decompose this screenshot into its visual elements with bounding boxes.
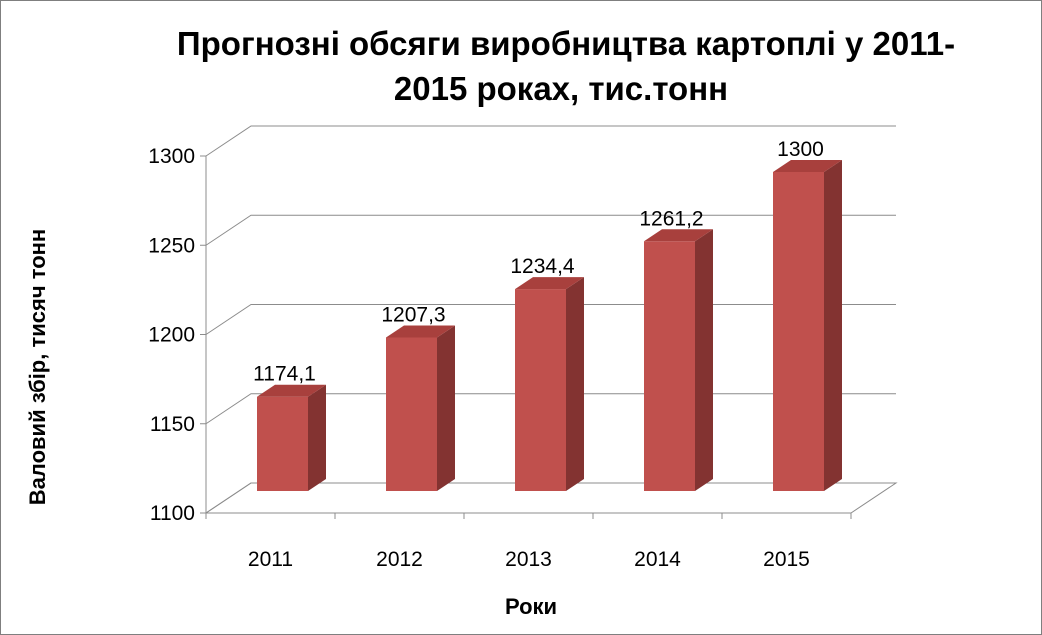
bar-front-2012	[386, 337, 437, 491]
tick-labels: 1100 1150 1200 1250 1300 2011 2012 2013 2014 2015	[148, 145, 810, 571]
axes	[200, 155, 852, 519]
bar-side-2013	[566, 277, 584, 491]
bar-2011	[257, 384, 326, 491]
bar-front-2015	[773, 172, 824, 491]
data-label-2013: 1234,4	[510, 255, 575, 278]
data-labels: 1174,1 1207,3 1234,4 1261,2 1300	[253, 138, 824, 386]
y-tick-label-1150: 1150	[150, 413, 195, 436]
bars	[257, 160, 842, 491]
y-tick-label-1200: 1200	[148, 324, 195, 347]
data-label-2011: 1174,1	[253, 363, 316, 386]
bar-side-2015	[824, 160, 842, 491]
bar-top-2013	[515, 277, 584, 290]
gridline-1250	[205, 214, 896, 246]
bar-side-2014	[695, 229, 713, 491]
bar-2015	[773, 160, 842, 491]
x-tick-label-2015: 2015	[763, 548, 810, 571]
bar-front-2011	[257, 396, 308, 491]
x-tick-label-2012: 2012	[376, 548, 423, 571]
y-tick-label-1100: 1100	[150, 502, 195, 525]
y-axis-title: Валовий збір, тисяч тонн	[25, 229, 50, 505]
bar-2012	[386, 325, 455, 491]
data-label-2012: 1207,3	[381, 303, 445, 326]
bar-side-2012	[437, 325, 455, 491]
bar-side-2011	[308, 384, 326, 491]
x-tick-label-2011: 2011	[248, 548, 293, 571]
x-axis-title: Роки	[505, 594, 557, 619]
x-tick-label-2014: 2014	[634, 548, 681, 571]
gridline-1300	[205, 125, 896, 157]
bar-front-2013	[515, 289, 566, 491]
bar-top-2012	[386, 325, 455, 338]
y-tick-label-1250: 1250	[148, 234, 195, 257]
chart-title-line-2: 2015 роках, тис.тонн	[394, 70, 728, 107]
bar-front-2014	[644, 241, 695, 491]
bar-2014	[644, 229, 713, 491]
data-label-2015: 1300	[777, 138, 824, 161]
data-label-2014: 1261,2	[639, 207, 703, 230]
bar-2013	[515, 277, 584, 491]
bar-top-2011	[257, 384, 326, 397]
x-tick-label-2013: 2013	[505, 548, 552, 571]
y-tick-label-1300: 1300	[148, 145, 195, 168]
chart-title-line-1: Прогнозні обсяги виробництва картоплі у …	[177, 25, 955, 62]
bar-top-2014	[644, 229, 713, 242]
bar-top-2015	[773, 160, 842, 172]
